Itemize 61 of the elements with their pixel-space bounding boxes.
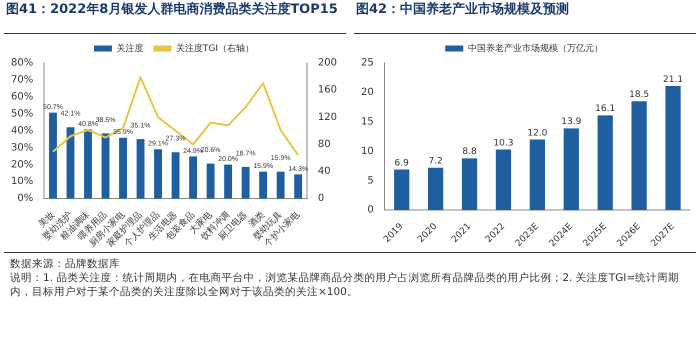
bar [462,158,478,210]
source-note: 数据来源：品牌数据库 [10,257,121,271]
y-tick-label: 0% [17,193,34,204]
y-tick-label: 80% [10,58,34,69]
bar [136,139,144,199]
bar [631,101,647,210]
y-tick-label: 50% [10,108,34,120]
y-tick-label: 15 [360,116,374,128]
y2-tick-label: 160 [318,84,338,96]
bar [294,174,302,199]
text: 说明：1. 品类关注度：统计周期内，在电商平台中，浏览某品牌商品分类的用户占浏览所有品牌品类的用户比例；2. 关注度TGI=统计周期内，目标用户对于某个品类的关注度除以全网对于该品类的关注×100。 [10,271,680,299]
y-tick-label: 0 [367,204,374,216]
y-tick-label: 20 [360,87,374,98]
y-tick-label: 25 [360,58,374,69]
bar [224,164,232,199]
bar [428,168,444,210]
y-tick-label: 10 [360,146,374,157]
bar [276,172,285,199]
y-tick-label: 60% [10,91,34,102]
legend-label: 关注度 [116,42,144,54]
data-label: 8.8 [462,147,477,158]
bar [66,127,74,199]
bar [119,138,127,199]
bar [394,170,410,210]
y-tick-label: 30% [10,142,34,154]
bar [84,129,92,199]
chart-title: 图41：2022年8月银发人群电商消费品类关注度TOP15 [4,0,346,34]
bar [598,115,613,210]
data-label: 21.1 [663,74,684,85]
y2-tick-label: 40 [318,166,331,178]
y2-tick-label: 0 [318,193,324,204]
data-label: 10.3 [493,138,514,148]
y2-tick-label: 200 [318,58,338,69]
y2-tick-label: 80 [318,138,331,150]
legend-label: 中国养老产业市场规模（万亿元） [468,42,603,54]
bar [49,112,57,199]
bar [564,128,579,210]
data-label: 13.9 [561,117,582,128]
y-tick-label: 10% [10,176,34,188]
legend-label: 关注度TGI（右轴） [176,42,254,54]
y-tick-label: 5 [367,175,374,186]
y-tick-label: 20% [10,159,34,170]
data-label: 16.1 [595,104,616,114]
bar [102,133,110,199]
y-tick-label: 40% [10,125,34,136]
data-label: 12.0 [527,128,548,138]
data-label: 6.9 [394,158,410,168]
bar [665,86,681,210]
bar [206,164,215,199]
chart-title: 图42：中国养老产业市场规模及预测 [354,0,696,34]
bar [259,172,268,199]
data-label: 18.5 [629,90,650,100]
bar [154,149,162,199]
bar [189,156,198,199]
bar [496,150,512,210]
y-tick-label: 70% [10,74,34,86]
y2-tick-label: 120 [318,112,338,123]
bar [242,166,250,199]
bar [172,152,180,199]
data-label: 7.2 [428,156,443,167]
bar [530,140,545,210]
